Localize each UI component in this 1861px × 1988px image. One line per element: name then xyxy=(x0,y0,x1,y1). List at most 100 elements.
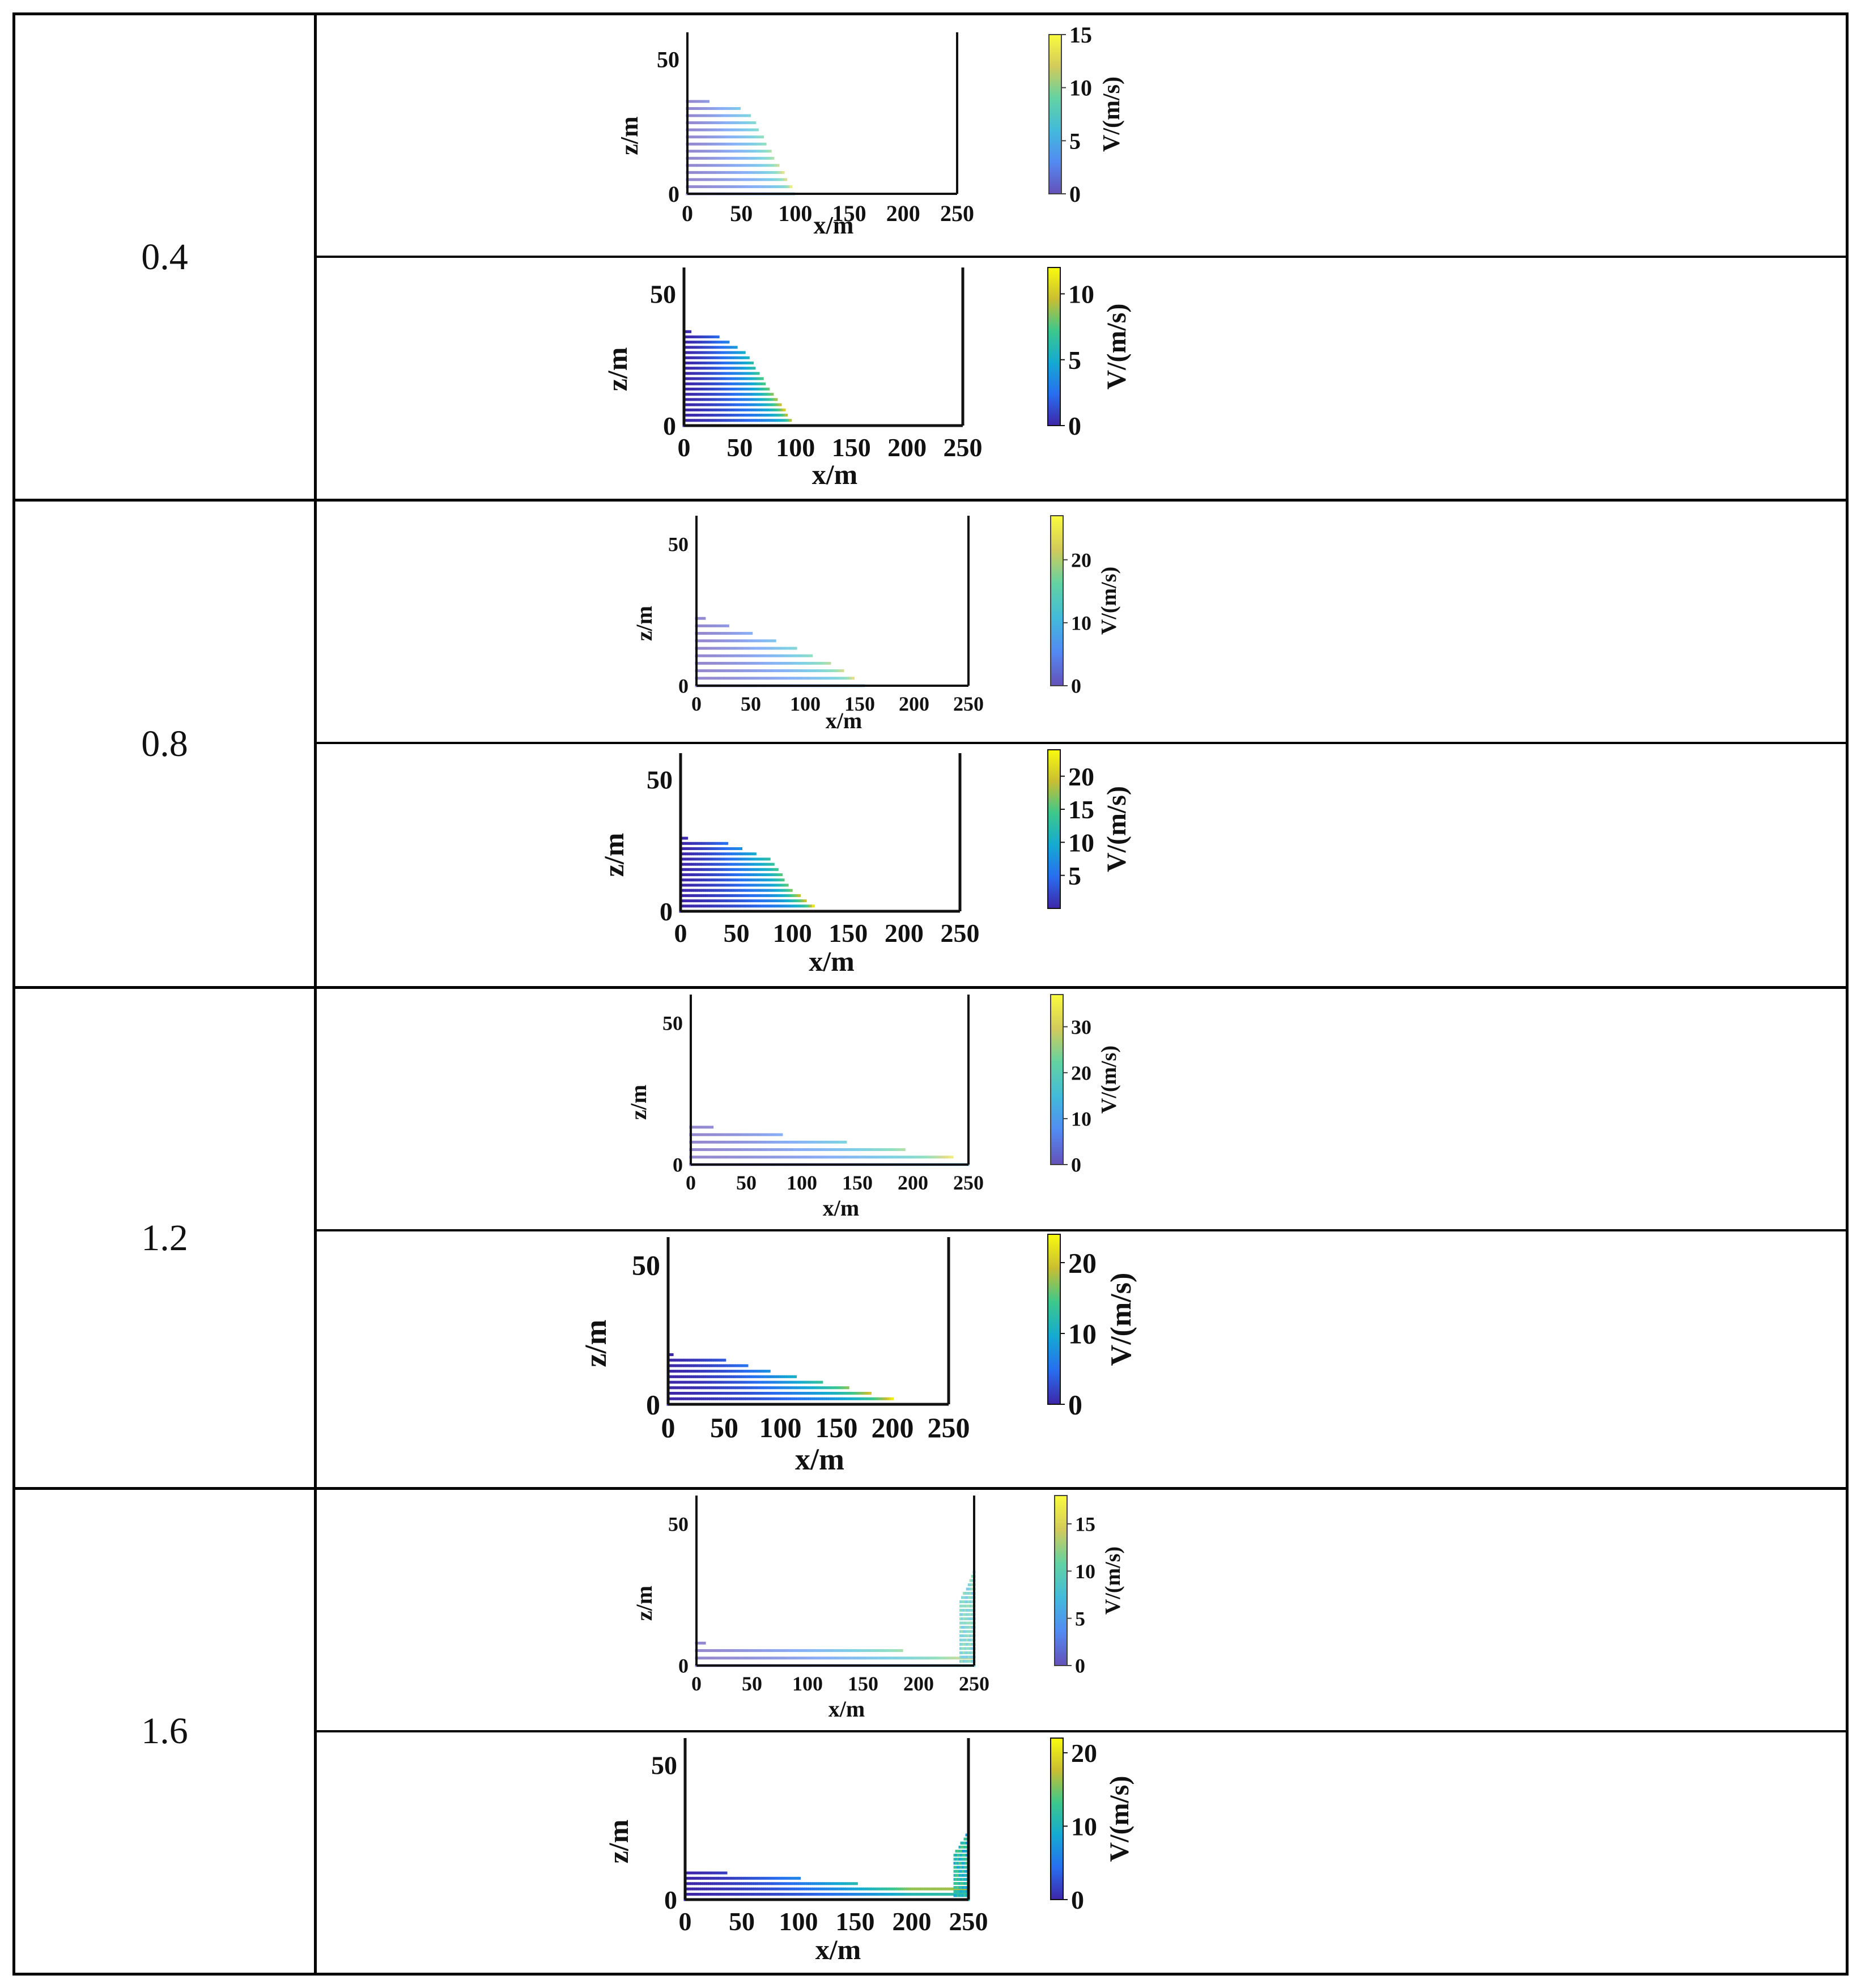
z-tick-label: 0 xyxy=(678,675,689,698)
time-label: 1.2 xyxy=(15,989,317,1487)
z-tick-label: 50 xyxy=(647,766,673,795)
x-tick-label: 100 xyxy=(778,201,812,226)
x-tick-label: 200 xyxy=(887,433,927,462)
plot-cell-bottom: 0 50 100 150 200 250 0 50 x/m z/m 0 10 20 V/(m/s) xyxy=(317,1732,1846,1973)
velocity-plot: 0 50 100 150 200 250 0 50 x/m z/m 0 5 10 V/(m/s) xyxy=(317,257,1846,499)
z-tick-label: 50 xyxy=(651,1751,677,1780)
plot-cell-bottom: 0 50 100 150 200 250 0 50 x/m z/m 5 10 15 20 V/(m/s) xyxy=(317,744,1846,986)
x-tick-label: 100 xyxy=(790,693,821,715)
particle-cloud xyxy=(667,1353,898,1406)
x-tick-label: 150 xyxy=(836,1907,875,1936)
colorbar xyxy=(1048,267,1065,426)
colorbar-tick-label: 0 xyxy=(1071,1154,1081,1176)
x-tick-label: 150 xyxy=(832,433,871,462)
velocity-plot: 0 50 100 150 200 250 0 50 x/m z/m 0 5 10 15 V/(m/s) xyxy=(317,1490,1846,1730)
x-tick-label: 200 xyxy=(886,201,920,226)
plot-cell-top: 0 50 100 150 200 250 0 50 x/m z/m 0 10 20 V/(m/s) xyxy=(317,502,1846,744)
x-tick-label: 50 xyxy=(724,919,750,948)
axes xyxy=(691,995,968,1165)
colorbar-tick-label: 10 xyxy=(1069,75,1092,101)
plot-cell-bottom: 0 50 100 150 200 250 0 50 x/m z/m 0 10 20 V/(m/s) xyxy=(317,1231,1846,1487)
plot-cell-top: 0 50 100 150 200 250 0 50 x/m z/m 0 10 20 30 V/(m/s) xyxy=(317,989,1846,1231)
colorbar-tick-label: 10 xyxy=(1068,280,1094,309)
x-tick-label: 100 xyxy=(787,1171,817,1194)
colorbar-tick-label: 5 xyxy=(1068,861,1081,890)
x-tick-label: 200 xyxy=(893,1907,932,1936)
colorbar-label: V/(m/s) xyxy=(1097,1046,1121,1114)
axes xyxy=(685,1738,968,1900)
colorbar-tick-label: 30 xyxy=(1071,1016,1091,1038)
axes xyxy=(687,32,957,194)
colorbar xyxy=(1048,1234,1065,1404)
z-tick-label: 0 xyxy=(678,1655,689,1677)
colorbar-tick-label: 10 xyxy=(1075,1560,1095,1583)
axes xyxy=(696,1496,974,1666)
z-axis-label: z/m xyxy=(598,833,630,877)
z-tick-label: 0 xyxy=(660,897,673,926)
colorbar-tick-label: 20 xyxy=(1071,549,1091,571)
x-tick-label: 250 xyxy=(928,1412,970,1443)
z-axis-label: z/m xyxy=(602,1820,634,1864)
x-tick-label: 50 xyxy=(710,1412,738,1443)
z-axis-label: z/m xyxy=(601,347,633,392)
group-0.4: 0.4 0 50 100 150 200 250 0 50 x/m z/m 0 5 10 15 V/(m/s… xyxy=(15,15,1846,502)
x-tick-label: 200 xyxy=(899,693,929,715)
colorbar-tick-label: 10 xyxy=(1068,828,1094,857)
x-tick-label: 0 xyxy=(674,919,687,948)
colorbar-tick-label: 5 xyxy=(1075,1607,1085,1630)
x-tick-label: 100 xyxy=(773,919,812,948)
z-tick-label: 0 xyxy=(668,181,679,207)
x-tick-label: 250 xyxy=(953,693,984,715)
colorbar xyxy=(1049,35,1066,194)
particle-cloud xyxy=(695,617,865,687)
x-tick-label: 100 xyxy=(776,433,815,462)
group-0.8: 0.8 0 50 100 150 200 250 0 50 x/m z/m 0 10 20 V/(m/s)… xyxy=(15,502,1846,989)
colorbar-tick-label: 15 xyxy=(1069,22,1092,48)
x-tick-label: 100 xyxy=(779,1907,818,1936)
x-tick-label: 0 xyxy=(691,1672,702,1695)
colorbar-tick-label: 15 xyxy=(1068,795,1094,824)
particle-cloud xyxy=(690,1126,970,1166)
x-axis-label: x/m xyxy=(812,458,858,490)
x-axis-label: x/m xyxy=(828,1696,865,1722)
z-tick-label: 0 xyxy=(646,1389,660,1421)
colorbar-label: V/(m/s) xyxy=(1102,304,1132,390)
x-tick-label: 200 xyxy=(885,919,924,948)
time-label: 0.4 xyxy=(15,15,317,499)
x-tick-label: 250 xyxy=(959,1672,989,1695)
velocity-plot: 0 50 100 150 200 250050x/mz/m01020V/(m/s) xyxy=(317,1732,1846,1973)
z-axis-label: z/m xyxy=(579,1320,613,1367)
colorbar-tick-label: 0 xyxy=(1069,181,1081,207)
x-tick-label: 250 xyxy=(940,201,974,226)
colorbar-tick-label: 15 xyxy=(1075,1513,1095,1536)
colorbar-label: V/(m/s) xyxy=(1105,1273,1137,1366)
particle-cloud xyxy=(695,1571,976,1667)
particle-cloud xyxy=(684,1834,970,1901)
results-table: 0.4 0 50 100 150 200 250 0 50 x/m z/m 0 5 10 15 V/(m/s… xyxy=(12,12,1849,1976)
colorbar xyxy=(1051,995,1068,1165)
x-tick-label: 0 xyxy=(679,1907,692,1936)
group-1.6: 1.6 0 50 100 150 200 250 0 50 x/m z/m 0 5 10 15 V/(m/s… xyxy=(15,1490,1846,1973)
colorbar-tick-label: 0 xyxy=(1075,1655,1085,1677)
plot-cell-top: 0 50 100 150 200 250 0 50 x/m z/m 0 5 10 15 V/(m/s) xyxy=(317,1490,1846,1732)
velocity-plot: 0 50 100 150 200 250 0 50 x/m z/m 0 5 10 15 V/(m/s) xyxy=(317,15,1846,256)
time-label: 1.6 xyxy=(15,1490,317,1973)
x-tick-label: 200 xyxy=(903,1672,934,1695)
colorbar xyxy=(1055,1496,1072,1666)
velocity-plot: 0 50 100 150 200 250 0 50 x/m z/m 0 10 20 30 V/(m/s) xyxy=(317,989,1846,1229)
x-tick-label: 0 xyxy=(686,1171,696,1194)
colorbar-tick-label: 20 xyxy=(1071,1061,1091,1084)
z-axis-label: z/m xyxy=(626,1085,651,1120)
plot-cell-top: 0 50 100 150 200 250 0 50 x/m z/m 0 5 10 15 V/(m/s) xyxy=(317,15,1846,258)
velocity-plot: 0 50 100 150 200 250050x/mz/m01020V/(m/s) xyxy=(317,502,1846,742)
colorbar-tick-label: 20 xyxy=(1068,762,1094,791)
x-tick-label: 250 xyxy=(953,1171,984,1194)
x-tick-label: 150 xyxy=(815,1412,858,1443)
z-tick-label: 50 xyxy=(662,1012,683,1035)
colorbar-tick-label: 0 xyxy=(1071,1885,1084,1914)
x-tick-label: 0 xyxy=(682,201,693,226)
x-axis-label: x/m xyxy=(823,1195,859,1221)
axes xyxy=(696,516,968,686)
z-tick-label: 0 xyxy=(664,1885,677,1914)
x-tick-label: 250 xyxy=(949,1907,988,1936)
